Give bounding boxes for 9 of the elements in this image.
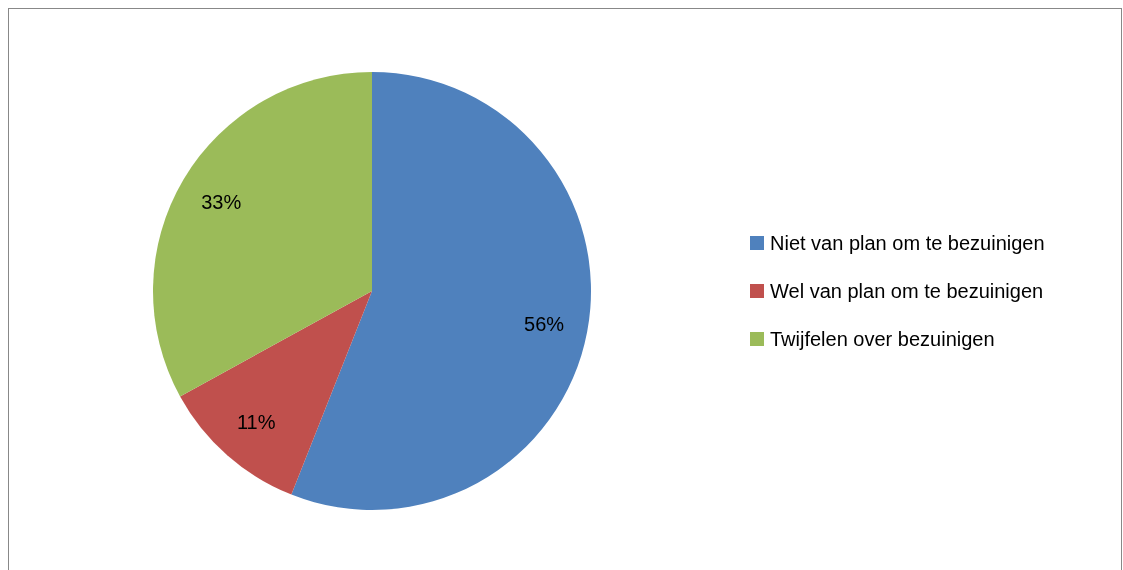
pie-slice: [291, 72, 591, 510]
data-label: 33%: [201, 190, 242, 213]
legend-label: Wel van plan om te bezuinigen: [770, 280, 1044, 302]
pie-slice: [153, 72, 372, 397]
data-label: 56%: [524, 312, 565, 335]
legend-label: Niet van plan om te bezuinigen: [770, 232, 1045, 254]
legend-label: Twijfelen over bezuinigen: [770, 328, 995, 350]
data-label: 11%: [236, 411, 276, 434]
pie-slice: [180, 291, 372, 495]
